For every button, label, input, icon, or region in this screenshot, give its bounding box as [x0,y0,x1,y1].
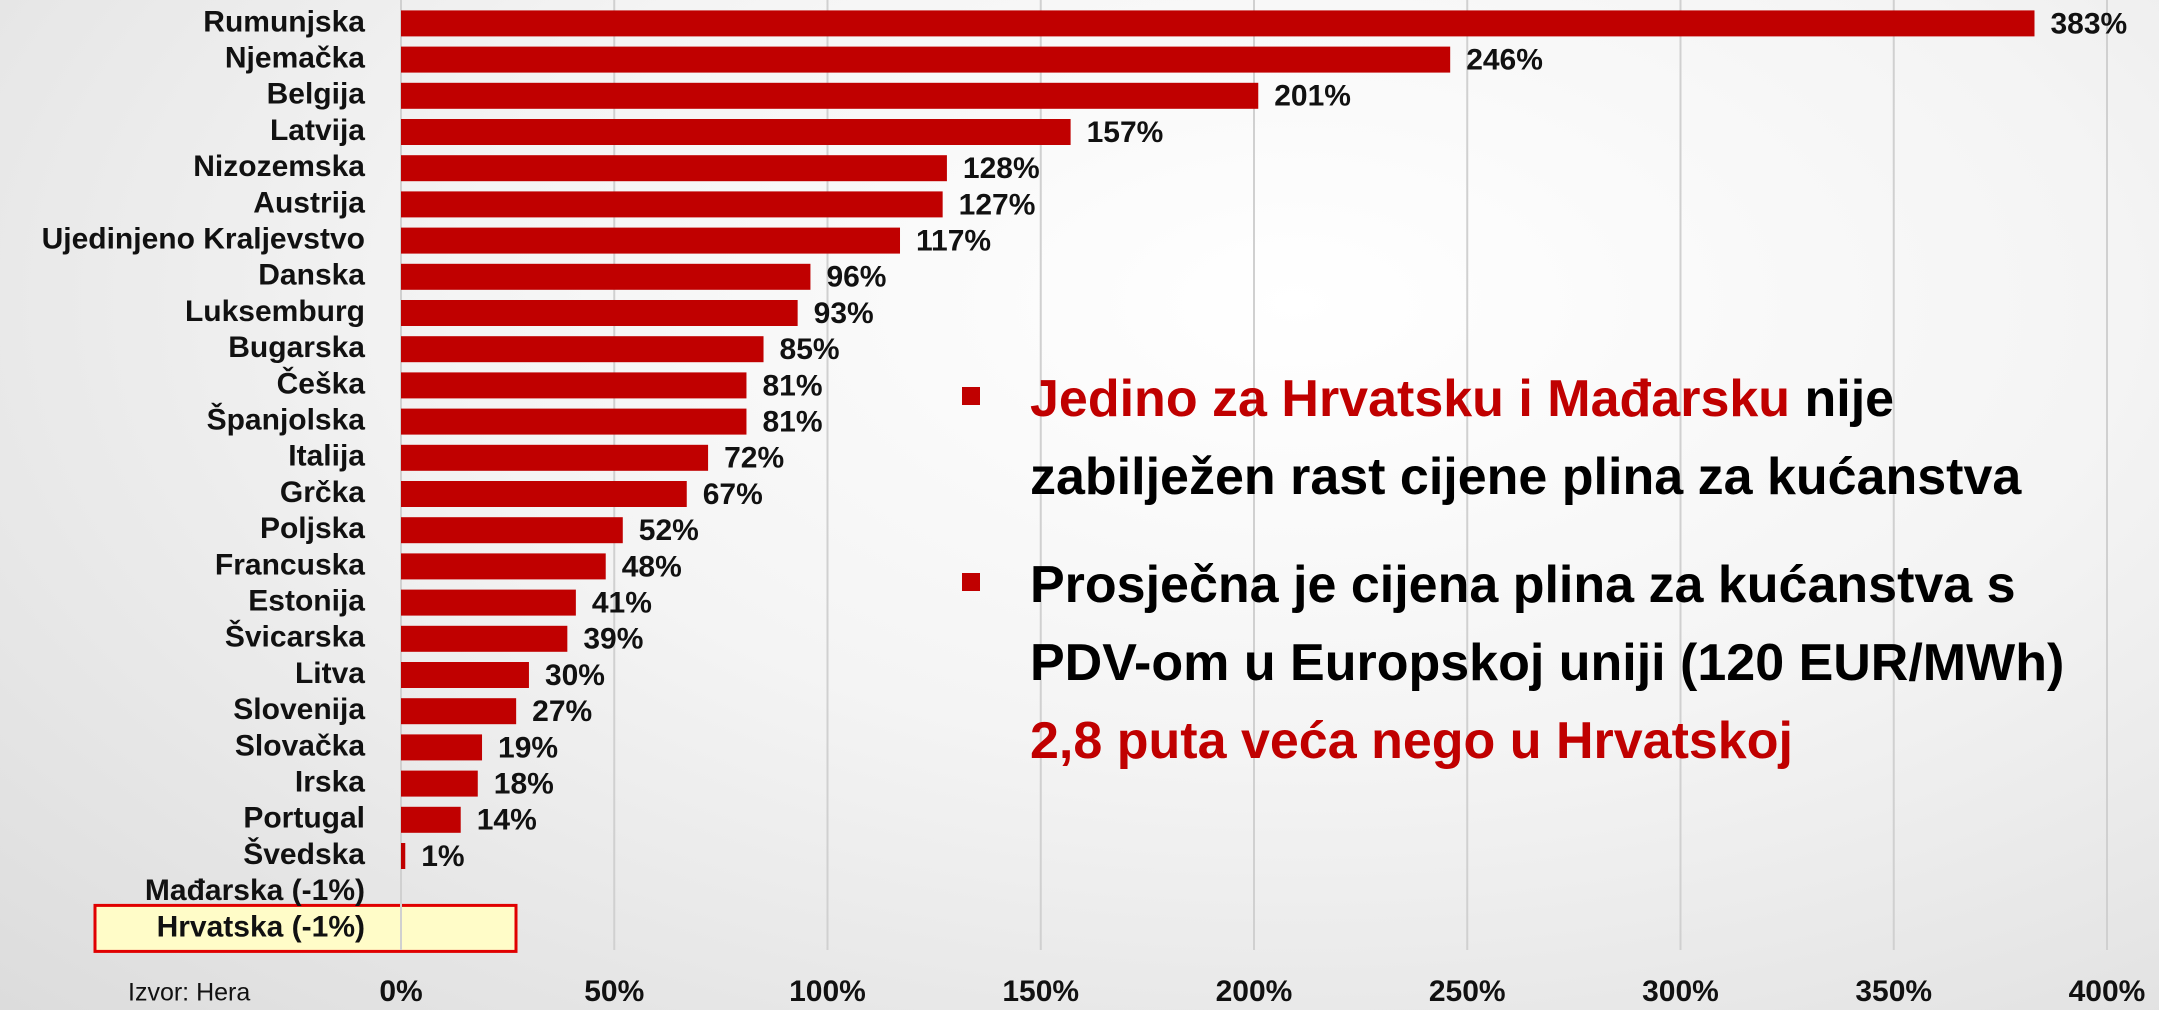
category-label: Češka [277,366,366,400]
category-label: Švicarska [225,620,365,654]
category-label: Mađarska (-1%) [145,874,365,907]
bullet [962,387,980,405]
bar [401,734,483,761]
category-label: Nizozemska [193,150,365,183]
bar [401,191,943,218]
bar [401,770,478,797]
x-tick-label: 100% [789,975,866,1008]
bar [401,553,606,580]
annotation-text: Prosječna je cijena plina za kućanstva s… [1030,556,2065,692]
category-label: Slovenija [233,693,365,726]
bar [401,336,764,363]
value-label: 117% [916,225,991,258]
value-label: 127% [959,188,1036,221]
category-label: Irska [295,766,365,799]
category-label: Rumunjska [203,5,365,38]
bar [401,119,1071,145]
x-tick-label: 400% [2069,975,2146,1008]
bullet-point: Jedino za Hrvatsku i Mađarsku nije zabil… [960,360,2150,516]
value-label: 1% [421,840,464,873]
x-tick-label: 50% [584,975,644,1008]
value-label: 81% [762,406,822,439]
bar [401,806,461,833]
x-tick-label: 300% [1642,975,1719,1008]
bar [401,300,798,326]
category-label: Njemačka [225,42,365,75]
value-label: 201% [1274,80,1351,113]
bar [401,589,576,616]
value-label: 48% [622,550,682,583]
category-label: Slovačka [235,729,365,762]
category-label: Italija [288,440,365,473]
category-label: Portugal [243,802,365,835]
bar [401,625,568,652]
bullet-point: Prosječna je cijena plina za kućanstva s… [960,546,2150,780]
annotation-text: 2,8 puta veća nego u Hrvatskoj [1030,712,1793,770]
category-label: Litva [295,657,365,690]
bar [401,155,947,182]
category-label: Švedska [243,837,365,871]
bar [401,843,406,869]
bar [401,263,811,290]
value-label: 85% [780,333,840,366]
value-label: 19% [498,731,558,764]
bar [401,517,623,544]
category-label: Belgija [267,78,366,111]
highlight-box [93,903,518,953]
category-label: Španjolska [207,403,366,437]
bar [401,662,529,688]
value-label: 14% [477,804,537,837]
category-label: Austrija [253,186,365,219]
category-label: Luksemburg [185,295,365,328]
bar [401,444,709,471]
value-label: 72% [724,442,784,475]
value-label: 27% [532,695,592,728]
category-label: Poljska [260,512,365,545]
value-label: 128% [963,152,1040,185]
bar [401,82,1259,109]
bullet [962,573,980,591]
value-label: 81% [762,369,822,402]
value-label: 93% [814,297,874,330]
x-tick-label: 0% [379,975,422,1008]
value-label: 41% [592,587,652,620]
x-tick-label: 350% [1855,975,1932,1008]
value-label: 52% [639,514,699,547]
value-label: 39% [583,623,643,656]
annotation-text: nije zabilježen rast cijene plina za kuć… [1030,370,2022,506]
category-label: Grčka [280,476,365,509]
value-label: 246% [1466,44,1543,77]
value-label: 18% [494,768,554,801]
value-label: 67% [703,478,763,511]
value-label: 30% [545,659,605,692]
value-label: 96% [826,261,886,294]
bar [401,481,687,507]
value-label: 383% [2050,7,2127,40]
source: Izvor: Hera [128,979,250,1007]
category-label: Estonija [248,585,365,618]
x-tick-label: 150% [1002,975,1079,1008]
bar [401,227,901,254]
annotation-text: Jedino za Hrvatsku i Mađarsku [1030,370,1791,428]
bar [401,698,517,725]
x-tick-label: 250% [1429,975,1506,1008]
value-label: 157% [1087,116,1164,149]
category-label: Bugarska [228,331,365,364]
bar [401,408,747,435]
category-label: Ujedinjeno Kraljevstvo [42,223,365,256]
x-tick-label: 200% [1216,975,1293,1008]
category-label: Latvija [270,114,365,147]
category-label: Danska [258,259,365,292]
bar [401,372,747,399]
category-label: Hrvatska (-1%) [157,910,365,943]
annotations: Jedino za Hrvatsku i Mađarsku nije zabil… [960,360,2150,810]
category-label: Francuska [215,548,365,581]
bar [401,46,1451,73]
bar [401,10,2035,37]
